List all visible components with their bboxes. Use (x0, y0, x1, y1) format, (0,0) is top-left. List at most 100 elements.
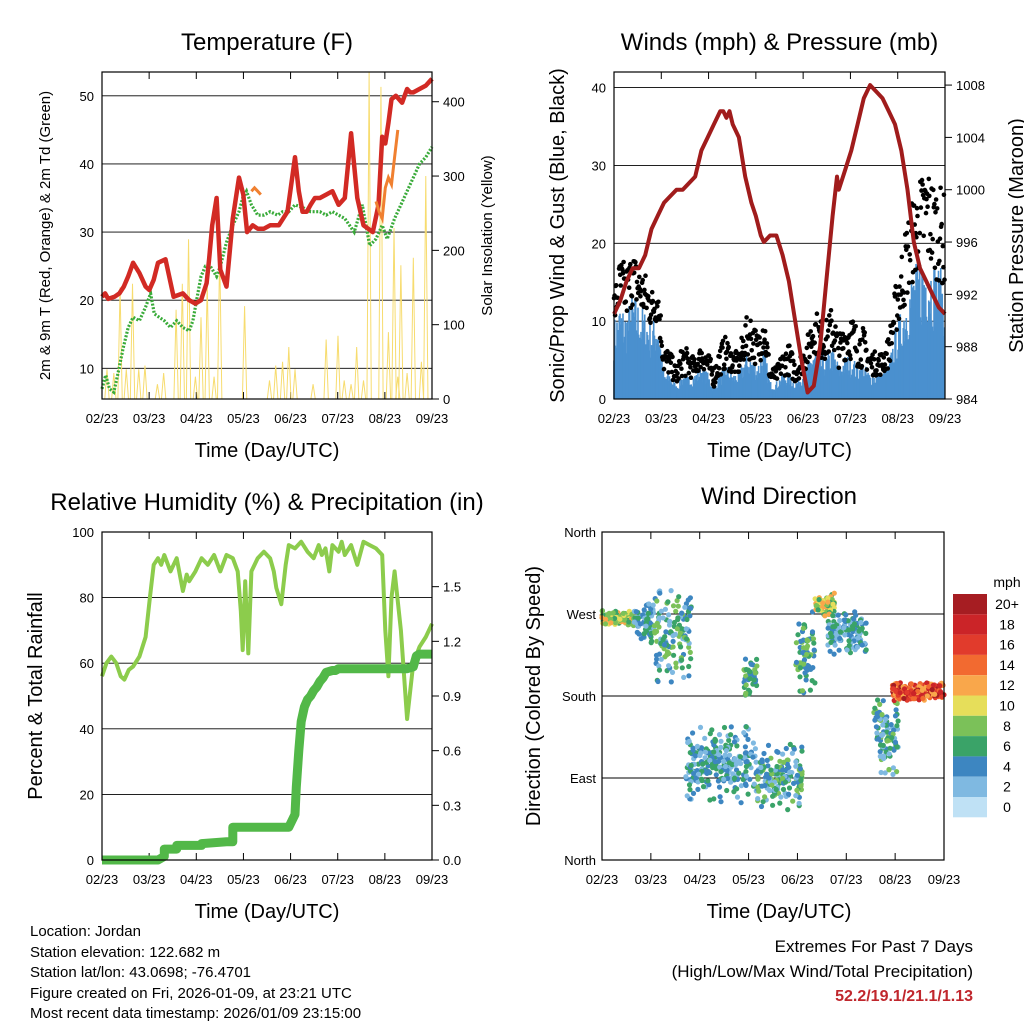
y-tick-label: 0 (599, 392, 606, 407)
gust-point (925, 204, 930, 209)
direction-point (658, 608, 665, 614)
direction-point (764, 771, 770, 777)
gust-point (832, 338, 838, 343)
direction-point (699, 776, 705, 782)
gust-point (882, 362, 888, 367)
gust-point (686, 370, 692, 376)
gust-point (836, 345, 841, 351)
direction-point (686, 738, 692, 744)
direction-point (755, 796, 761, 802)
direction-point (852, 609, 858, 615)
plot-frame (101, 71, 433, 400)
direction-point (880, 742, 886, 749)
direction-point (684, 793, 690, 799)
direction-point (775, 749, 781, 755)
temperature-2m-line (100, 77, 434, 306)
gust-point (661, 366, 667, 372)
gust-point (827, 322, 833, 328)
direction-label: East (570, 771, 596, 786)
gust-point (931, 187, 936, 193)
direction-point (780, 767, 786, 773)
y-tick-label-right: 1.5 (443, 580, 461, 595)
gust-point (901, 297, 906, 303)
direction-point (804, 651, 810, 657)
gust-point (749, 348, 754, 353)
direction-point (674, 598, 680, 604)
solar-insolation-spike (160, 372, 167, 400)
panel-direction: Wind Direction Time (Day/UTC) Direction (C… (523, 483, 1021, 923)
extremes-summary: Extremes For Past 7 Days (High/Low/Max W… (672, 934, 973, 1009)
direction-point (887, 745, 893, 751)
direction-point (754, 656, 760, 663)
direction-point (745, 791, 751, 797)
gust-point (701, 366, 707, 372)
x-tick-label: 08/23 (369, 872, 402, 887)
gust-point (937, 236, 943, 241)
direction-point (658, 656, 664, 662)
solar-insolation-spike (241, 306, 248, 400)
gust-point (734, 355, 740, 361)
direction-point (743, 773, 750, 779)
gust-point (796, 376, 802, 381)
direction-point (769, 771, 775, 777)
direction-point (846, 642, 852, 649)
gust-point (808, 329, 813, 334)
solar-insolation-spike (117, 287, 123, 400)
solar-insolation-spike (136, 369, 142, 400)
gust-point (789, 351, 795, 357)
temperature-9m-line (374, 129, 400, 225)
solar-insolation-spike (353, 346, 360, 400)
gust-point (915, 213, 920, 219)
direction-point (782, 779, 789, 785)
gust-point (905, 244, 911, 249)
x-tick-label: 02/23 (598, 411, 631, 426)
direction-point (786, 764, 792, 770)
direction-point (683, 774, 689, 780)
gust-point (669, 369, 675, 375)
direction-point (690, 730, 696, 736)
gust-point (924, 196, 929, 202)
direction-point (895, 718, 901, 724)
gust-point (921, 233, 926, 239)
direction-point (646, 601, 652, 607)
direction-point (673, 660, 679, 666)
direction-point (832, 642, 838, 648)
y-tick-label-right: 0 (443, 392, 450, 407)
colorbar-label: 2 (1003, 779, 1011, 795)
direction-point (841, 625, 847, 631)
gust-point (620, 271, 626, 276)
gust-point (858, 357, 864, 362)
direction-point (688, 656, 694, 662)
x-axis-label: Time (Day/UTC) (195, 440, 340, 462)
direction-point (937, 683, 943, 689)
solar-insolation-spike (391, 228, 397, 400)
gust-point (692, 357, 697, 362)
direction-point (797, 674, 803, 680)
gust-point (933, 210, 938, 215)
gust-point (894, 327, 899, 333)
gust-point (930, 236, 935, 242)
direction-point (633, 609, 640, 615)
direction-point (863, 620, 869, 626)
direction-point (758, 764, 764, 771)
gust-point (939, 221, 944, 227)
gust-point (752, 361, 758, 367)
gust-point (857, 342, 862, 347)
pressure-line (612, 83, 947, 395)
direction-point (718, 738, 724, 744)
direction-point (741, 730, 747, 736)
gust-point (637, 274, 642, 280)
colorbar-swatch (953, 675, 987, 696)
gust-point (678, 361, 683, 367)
y-tick-label: 0 (87, 853, 94, 868)
gust-point (728, 351, 734, 356)
gust-point (886, 337, 891, 342)
colorbar-swatch (953, 736, 987, 757)
gust-point (743, 323, 748, 328)
direction-point (822, 613, 828, 619)
direction-point (800, 625, 807, 631)
direction-point (637, 621, 644, 627)
direction-point (670, 638, 676, 645)
direction-point (697, 724, 704, 731)
gust-point (934, 206, 940, 211)
